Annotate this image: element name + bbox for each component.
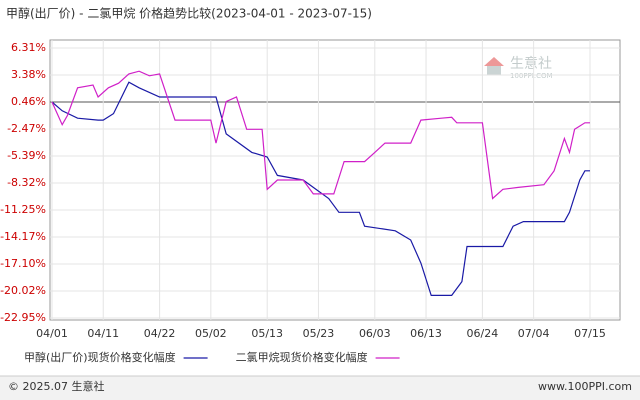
y-tick-label: -22.95% bbox=[0, 311, 46, 324]
x-tick-label: 05/02 bbox=[195, 327, 227, 340]
y-tick-label: -5.39% bbox=[7, 149, 46, 162]
x-tick-label: 07/15 bbox=[574, 327, 606, 340]
footer-right: www.100PPI.com bbox=[538, 380, 632, 393]
watermark: 生意社 100PPI.COM bbox=[484, 55, 553, 80]
legend-label: 甲醇(出厂价)现货价格变化幅度 bbox=[24, 350, 176, 364]
x-tick-label: 04/01 bbox=[36, 327, 68, 340]
watermark-icon bbox=[487, 66, 501, 75]
x-tick-label: 04/22 bbox=[144, 327, 176, 340]
series-line bbox=[51, 70, 590, 200]
y-tick-label: 6.31% bbox=[11, 41, 46, 54]
y-tick-label: -8.32% bbox=[7, 176, 46, 189]
y-tick-label: -14.17% bbox=[0, 230, 46, 243]
x-tick-label: 06/24 bbox=[467, 327, 499, 340]
x-tick-label: 06/03 bbox=[359, 327, 391, 340]
x-tick-label: 05/13 bbox=[251, 327, 283, 340]
watermark-site: 100PPI.COM bbox=[510, 72, 553, 80]
y-tick-label: -2.47% bbox=[7, 122, 46, 135]
footer-left: © 2025.07 生意社 bbox=[8, 379, 104, 393]
x-tick-label: 07/04 bbox=[518, 327, 550, 340]
x-tick-label: 05/23 bbox=[303, 327, 335, 340]
y-tick-label: 3.38% bbox=[11, 68, 46, 81]
y-tick-label: 0.46% bbox=[11, 95, 46, 108]
y-tick-label: -20.02% bbox=[0, 284, 46, 297]
chart-title: 甲醇(出厂价) - 二氯甲烷 价格趋势比较(2023-04-01 - 2023-… bbox=[6, 6, 372, 21]
legend-label: 二氯甲烷现货价格变化幅度 bbox=[236, 350, 368, 364]
footer-bar bbox=[0, 376, 640, 400]
plot-frame bbox=[49, 39, 621, 321]
y-tick-label: -17.10% bbox=[0, 257, 46, 270]
y-tick-label: -11.25% bbox=[0, 203, 46, 216]
watermark-icon bbox=[484, 57, 504, 66]
x-tick-label: 06/13 bbox=[410, 327, 442, 340]
series-line bbox=[51, 81, 590, 296]
watermark-name: 生意社 bbox=[510, 55, 552, 72]
x-tick-label: 04/11 bbox=[87, 327, 119, 340]
